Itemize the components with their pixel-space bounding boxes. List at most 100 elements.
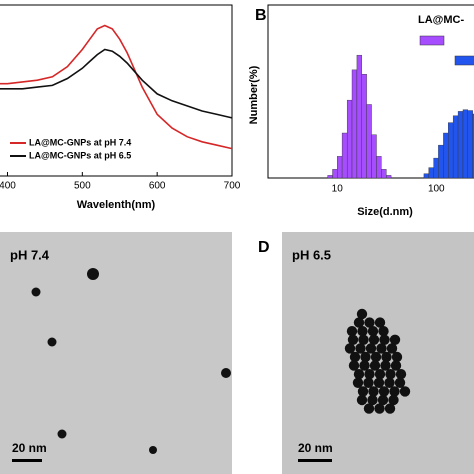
particle (367, 394, 378, 406)
x-tick-label: 600 (149, 181, 166, 192)
particle (374, 369, 386, 380)
histogram-bar (443, 132, 449, 179)
legend-label: LA@MC-GNPs at pH 6.5 (29, 150, 131, 160)
particle (368, 386, 379, 397)
image-label: pH 6.5 (292, 247, 331, 262)
histogram-bar (371, 134, 377, 179)
histogram-bar (457, 111, 464, 179)
particle (386, 343, 398, 354)
particle (369, 360, 381, 371)
histogram-bar (448, 122, 454, 179)
histogram-bar (438, 144, 444, 179)
particle (348, 360, 360, 371)
x-axis-label: Wavelenth(nm) (77, 199, 156, 211)
legend-title: LA@MC- (418, 14, 464, 26)
particle (347, 334, 359, 345)
particle (365, 343, 377, 354)
series-line (0, 48, 233, 119)
legend-swatch (454, 55, 474, 66)
x-tick-label: 100 (428, 184, 445, 195)
histogram-bar (462, 109, 468, 179)
particle (384, 403, 396, 414)
particle (363, 377, 374, 388)
tem-image-d: D pH 6.5 20 nm (258, 232, 474, 474)
particle (391, 351, 403, 363)
particle (384, 377, 395, 388)
particle (360, 351, 371, 363)
histogram-bar (366, 104, 372, 179)
x-tick-label: 500 (74, 181, 91, 192)
particle (353, 369, 365, 380)
histogram-bar (423, 173, 429, 179)
legend-label: LA@MC-GNPs at pH 7.4 (29, 137, 131, 147)
scale-bar-label: 20 nm (298, 441, 333, 455)
particle (364, 317, 375, 328)
particle (378, 386, 390, 397)
particle (394, 377, 406, 388)
image-label: pH 7.4 (10, 247, 50, 262)
histogram-bar (337, 156, 343, 179)
histogram-bar (381, 169, 387, 179)
histogram-bar (332, 169, 338, 179)
histogram-bar (386, 175, 392, 179)
scale-bar (12, 459, 42, 462)
particle (390, 360, 402, 371)
particle (87, 268, 99, 280)
particle (356, 394, 368, 406)
particle (376, 343, 387, 354)
panel-label: D (258, 239, 270, 256)
particle (389, 334, 401, 345)
histogram-bar (467, 110, 473, 179)
particle (352, 377, 364, 388)
particle (149, 446, 157, 454)
particle (380, 360, 391, 371)
particle (353, 317, 365, 328)
particle (377, 394, 389, 406)
particle (47, 337, 57, 347)
histogram-bar (428, 167, 434, 179)
particle (363, 403, 375, 414)
particle (359, 360, 370, 371)
particle (364, 369, 375, 380)
particle (356, 308, 368, 320)
x-axis-label: Size(d.nm) (357, 206, 413, 218)
series-line (0, 24, 233, 150)
panel-label: B (255, 7, 267, 24)
particle (374, 403, 385, 414)
particle (399, 386, 411, 397)
particle (389, 386, 400, 397)
image-noise (0, 232, 232, 474)
particle (357, 326, 368, 337)
x-tick-label: 700 (224, 181, 241, 192)
particle (385, 369, 396, 380)
particle (358, 334, 369, 345)
particle (31, 287, 41, 297)
particle (381, 351, 392, 363)
particle (379, 334, 390, 345)
particle (57, 429, 67, 439)
particle (349, 351, 361, 363)
scale-bar-label: 20 nm (12, 441, 47, 455)
particle (355, 343, 366, 354)
particle (221, 368, 231, 378)
particle (373, 377, 385, 388)
histogram-bar (327, 175, 333, 179)
x-tick-label: 10 (332, 184, 344, 195)
particle (395, 369, 407, 380)
particle (367, 326, 379, 337)
histogram-bar (341, 132, 348, 179)
histogram-bar (346, 99, 353, 179)
scale-bar (298, 459, 332, 462)
histogram-bar (433, 157, 439, 179)
particle (370, 351, 382, 363)
histogram-bar (361, 73, 367, 179)
histogram-bar (452, 115, 459, 179)
histogram-bar (472, 113, 474, 179)
particle (346, 326, 358, 337)
particle (378, 326, 389, 337)
legend-swatch (419, 35, 445, 46)
histogram-bar (351, 69, 358, 179)
x-tick-label: 400 (0, 181, 16, 192)
particle (374, 317, 386, 328)
y-axis-label: Number(%) (248, 65, 260, 124)
